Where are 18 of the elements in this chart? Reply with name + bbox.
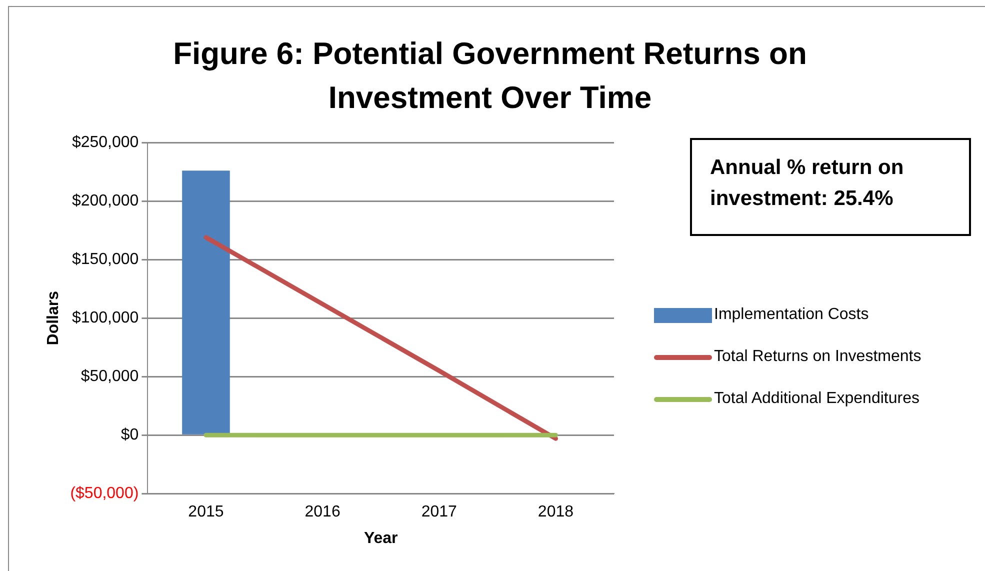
x-axis-title: Year — [364, 530, 398, 547]
text: Annual % return on investment: 25.4% — [690, 138, 971, 236]
x-tick-label: 2017 — [421, 504, 458, 521]
legend-label: Total Returns on Investments — [714, 348, 922, 366]
legend-label: Total Additional Expenditures — [714, 390, 920, 408]
y-tick-label: $100,000 — [72, 310, 139, 327]
legend-label: Implementation Costs — [714, 306, 869, 324]
chart-title: Figure 6: Potential Government Returns on Investment Over Time — [172, 35, 808, 117]
y-tick-label: $0 — [120, 426, 139, 444]
x-tick-label: 2015 — [188, 504, 224, 521]
y-tick-label: ($50,000) — [70, 485, 139, 502]
y-tick-label: $250,000 — [72, 134, 139, 152]
x-tick-label: 2018 — [538, 504, 574, 521]
x-tick-label: 2016 — [304, 504, 340, 521]
y-axis-title: Dollars — [45, 290, 62, 346]
y-tick-label: $150,000 — [72, 251, 139, 268]
y-tick-label: $200,000 — [72, 192, 139, 210]
y-tick-label: $50,000 — [80, 368, 139, 386]
